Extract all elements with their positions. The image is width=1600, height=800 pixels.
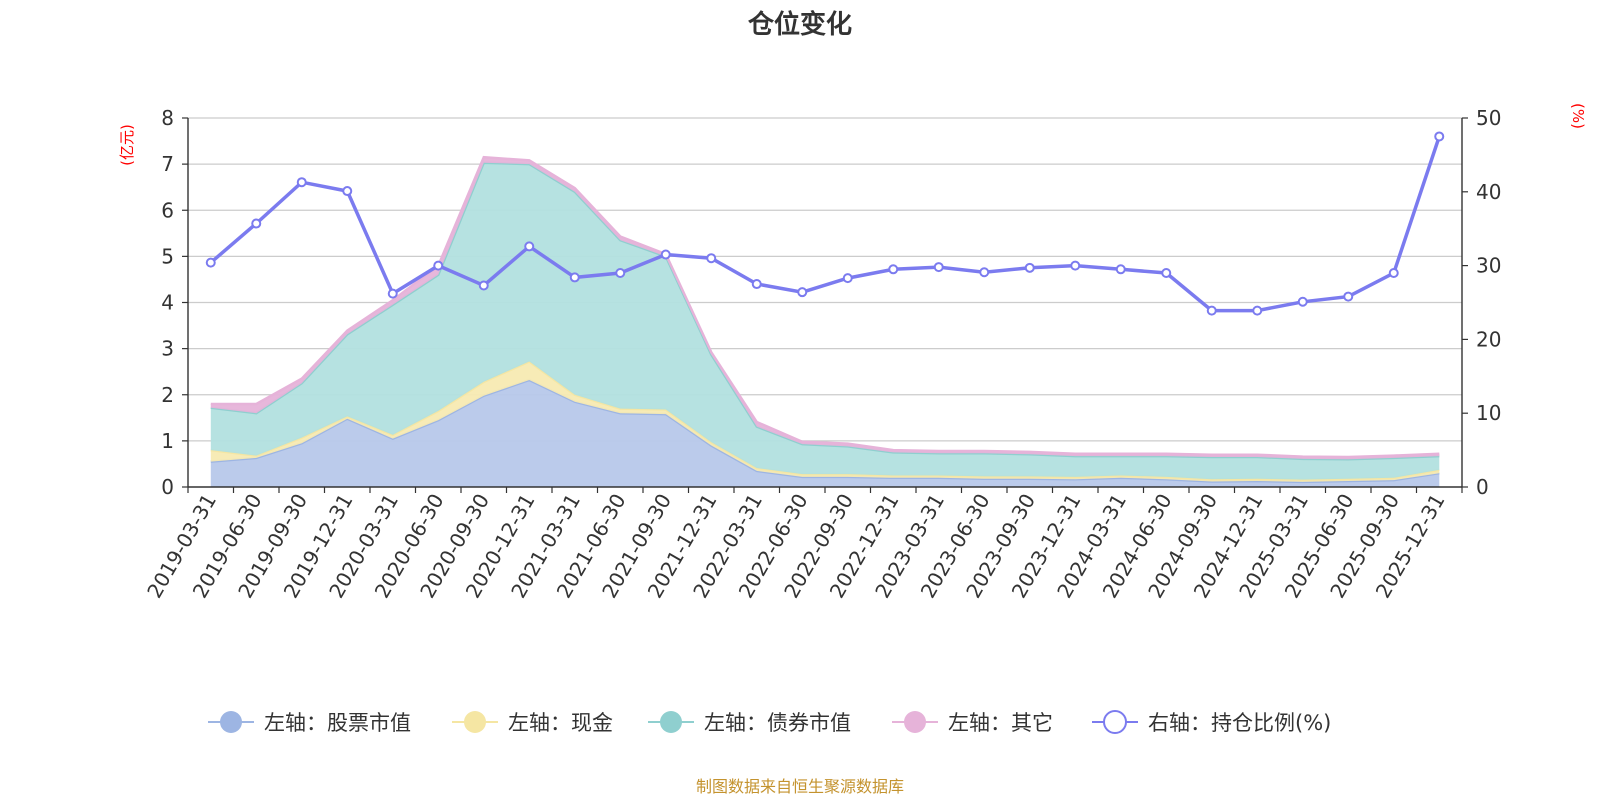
legend-marker [220, 711, 242, 733]
left-axis-tick-label: 6 [161, 198, 174, 222]
ratio-point [1024, 262, 1035, 273]
right-axis-tick-label: 20 [1476, 327, 1501, 351]
legend-label: 左轴：现金 [508, 711, 613, 735]
chart-title: 仓位变化 [747, 9, 852, 40]
ratio-point [842, 273, 853, 284]
legend-item: 左轴：股票市值 [208, 711, 411, 735]
stacked-areas [210, 155, 1440, 487]
ratio-point [1070, 260, 1081, 271]
area-左轴：债券市值 [210, 162, 1440, 480]
ratio-point [1343, 291, 1354, 302]
legend-item: 左轴：债券市值 [648, 711, 851, 735]
ratio-point [933, 262, 944, 273]
ratio-point [1161, 267, 1172, 278]
ratio-point [524, 241, 535, 252]
right-axis-tick-label: 50 [1476, 106, 1501, 130]
left-axis-tick-label: 4 [161, 291, 174, 315]
ratio-point [296, 177, 307, 188]
right-axis-tick-label: 0 [1476, 475, 1489, 499]
ratio-point [478, 280, 489, 291]
ratio-point [1115, 264, 1126, 275]
ratio-point [1297, 296, 1308, 307]
legend: 左轴：股票市值 左轴：现金 左轴：债券市值 左轴：其它 右轴：持仓比例(%) [208, 710, 1331, 735]
legend-label: 左轴：债券市值 [704, 711, 851, 735]
left-axis-unit: (亿元) [118, 124, 136, 166]
ratio-point [979, 267, 990, 278]
legend-marker [660, 711, 682, 733]
left-axis-tick-label: 7 [161, 152, 174, 176]
right-axis-tick-label: 40 [1476, 180, 1501, 204]
legend-marker [464, 711, 486, 733]
ratio-point [387, 288, 398, 299]
area-edge-左轴：其它 [210, 155, 1440, 459]
ratio-point [660, 249, 671, 260]
legend-label: 右轴：持仓比例(%) [1148, 711, 1331, 735]
legend-item: 右轴：持仓比例(%) [1092, 710, 1331, 735]
ratio-point [888, 264, 899, 275]
legend-label: 左轴：股票市值 [264, 711, 411, 735]
left-axis-tick-label: 1 [161, 429, 174, 453]
ratio-point [433, 260, 444, 271]
ratio-point [1434, 131, 1445, 142]
right-axis-tick-label: 10 [1476, 401, 1501, 425]
ratio-point [205, 257, 216, 268]
ratio-point [615, 267, 626, 278]
legend-label: 左轴：其它 [948, 711, 1053, 735]
area-左轴：股票市值 [210, 380, 1440, 487]
ratio-point [751, 279, 762, 290]
left-axis-tick-label: 0 [161, 475, 174, 499]
ratio-line-layer [205, 131, 1445, 316]
legend-marker [1103, 710, 1127, 734]
ratio-point [342, 186, 353, 197]
ratio-line [209, 135, 1441, 313]
ratio-point [1252, 305, 1263, 316]
ratio-point [1388, 267, 1399, 278]
left-axis-tick-label: 8 [161, 106, 174, 130]
right-axis-unit: (%) [1569, 103, 1587, 129]
legend-marker [904, 711, 926, 733]
ratio-point [797, 287, 808, 298]
ratio-point [569, 272, 580, 283]
legend-item: 左轴：其它 [892, 711, 1053, 735]
ratio-point [251, 218, 262, 229]
legend-item: 左轴：现金 [452, 711, 613, 735]
left-axis-tick-label: 3 [161, 337, 174, 361]
ratio-point [1206, 305, 1217, 316]
right-axis-tick-label: 30 [1476, 254, 1501, 278]
left-axis-tick-label: 2 [161, 383, 174, 407]
left-axis-tick-label: 5 [161, 244, 174, 268]
ratio-point [706, 253, 717, 264]
source-note: 制图数据来自恒生聚源数据库 [696, 777, 904, 796]
